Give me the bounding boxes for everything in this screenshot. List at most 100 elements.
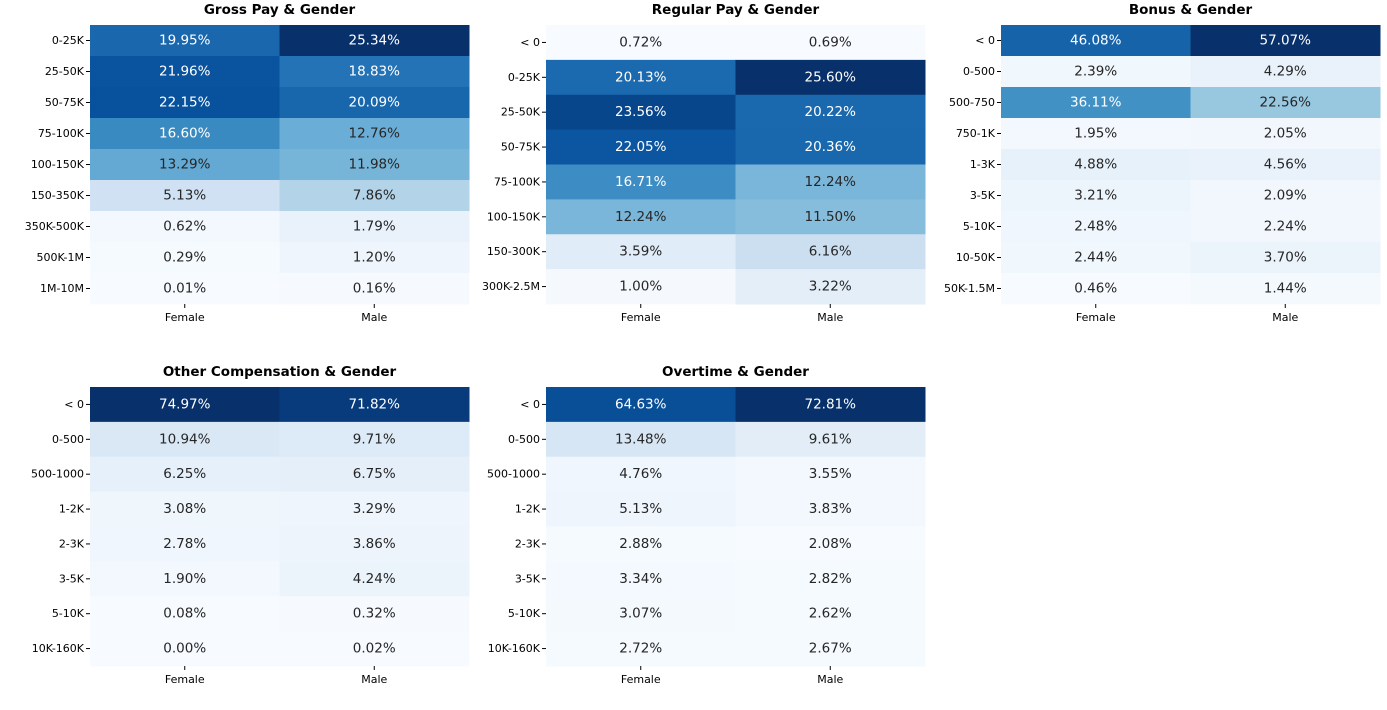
cell-value-label: 1.90% bbox=[163, 571, 206, 587]
cell-value-label: 57.07% bbox=[1260, 33, 1312, 49]
y-tick-label: < 0 bbox=[520, 398, 540, 411]
y-tick-label: 1-2K bbox=[59, 503, 85, 516]
cell-value-label: 9.61% bbox=[809, 431, 852, 447]
x-tick-label: Female bbox=[165, 673, 205, 686]
heatmap-cell bbox=[90, 491, 280, 527]
cell-value-label: 4.88% bbox=[1074, 157, 1117, 173]
heatmap-cell bbox=[279, 118, 470, 150]
heatmap-cell bbox=[279, 25, 470, 57]
cell-value-label: 74.97% bbox=[159, 396, 211, 412]
heatmap-cell bbox=[90, 118, 280, 150]
y-tick-label: 150-300K bbox=[487, 245, 541, 258]
cell-value-label: 36.11% bbox=[1070, 95, 1122, 111]
heatmap-cell bbox=[279, 596, 470, 632]
y-tick-label: < 0 bbox=[64, 398, 84, 411]
x-tick-label: Male bbox=[817, 311, 843, 324]
other-compensation-gender-panel: Other Compensation & Gender 74.97% 71.82% 1… bbox=[31, 364, 470, 686]
cell-value-label: 10.94% bbox=[159, 431, 211, 447]
heatmap-cell bbox=[1190, 242, 1381, 274]
cell-value-label: 3.29% bbox=[353, 501, 396, 517]
cell-value-label: 0.46% bbox=[1074, 281, 1117, 297]
cell-value-label: 4.24% bbox=[353, 571, 396, 587]
cell-value-label: 3.07% bbox=[619, 606, 662, 622]
heatmap-cell bbox=[90, 87, 280, 119]
heatmap-cell bbox=[546, 491, 736, 527]
cell-value-label: 12.76% bbox=[349, 126, 401, 142]
y-tick-label: 1-2K bbox=[515, 503, 541, 516]
heatmap-cell bbox=[90, 242, 280, 274]
heatmap-cell bbox=[546, 561, 736, 597]
y-tick-label: 100-150K bbox=[31, 158, 85, 171]
x-tick-label: Female bbox=[1076, 311, 1116, 324]
heatmap-cell bbox=[1001, 242, 1191, 274]
heatmap-cell bbox=[1001, 211, 1191, 243]
heatmap-cell bbox=[1190, 25, 1381, 57]
heatmap-cell bbox=[546, 526, 736, 562]
heatmap-cell bbox=[90, 387, 280, 423]
heatmap-cell bbox=[735, 631, 926, 667]
heatmap-cell bbox=[1190, 118, 1381, 150]
y-tick-label: 0-25K bbox=[52, 34, 85, 47]
y-tick-label: 50-75K bbox=[501, 141, 541, 154]
y-tick-label: < 0 bbox=[520, 36, 540, 49]
heatmap-cell bbox=[546, 387, 736, 423]
y-tick-label: 300K-2.5M bbox=[482, 280, 540, 293]
cell-value-label: 4.29% bbox=[1264, 64, 1307, 80]
heatmap-cell bbox=[735, 25, 926, 61]
overtime-gender-panel: Overtime & Gender 64.63% 72.81% 13.48% 9.61%… bbox=[487, 364, 926, 686]
y-tick-label: 10-50K bbox=[956, 251, 996, 264]
cell-value-label: 46.08% bbox=[1070, 33, 1122, 49]
cell-value-label: 3.34% bbox=[619, 571, 662, 587]
heatmap-cell bbox=[1001, 118, 1191, 150]
cell-value-label: 19.95% bbox=[159, 33, 211, 49]
heatmap-cell bbox=[1190, 273, 1381, 305]
cell-value-label: 0.69% bbox=[809, 34, 852, 50]
cell-value-label: 11.50% bbox=[805, 209, 857, 225]
y-tick-label: 1-3K bbox=[970, 158, 996, 171]
heatmap-cell bbox=[735, 269, 926, 305]
y-tick-label: 0-500 bbox=[52, 433, 84, 446]
cell-value-label: 20.22% bbox=[805, 104, 857, 120]
cell-value-label: 25.34% bbox=[349, 33, 401, 49]
heatmap-cell bbox=[1190, 56, 1381, 88]
heatmap-cell bbox=[735, 387, 926, 423]
y-tick-label: 25-50K bbox=[501, 106, 541, 119]
cell-value-label: 4.76% bbox=[619, 466, 662, 482]
cell-value-label: 2.88% bbox=[619, 536, 662, 552]
cell-value-label: 22.56% bbox=[1260, 95, 1312, 111]
cell-value-label: 0.08% bbox=[163, 606, 206, 622]
heatmap-cell bbox=[546, 234, 736, 270]
cell-value-label: 11.98% bbox=[349, 157, 401, 173]
heatmap-cell bbox=[735, 129, 926, 165]
y-tick-label: 500K-1M bbox=[36, 251, 84, 264]
cell-value-label: 3.83% bbox=[809, 501, 852, 517]
heatmap-cell bbox=[279, 180, 470, 212]
heatmap-cell bbox=[1001, 87, 1191, 119]
x-tick-label: Female bbox=[621, 311, 661, 324]
x-tick-label: Female bbox=[165, 311, 205, 324]
heatmap-cell bbox=[735, 421, 926, 458]
cell-value-label: 2.48% bbox=[1074, 219, 1117, 235]
cell-value-label: 3.70% bbox=[1264, 250, 1307, 266]
cell-value-label: 6.75% bbox=[353, 466, 396, 482]
heatmap-cell bbox=[735, 491, 926, 527]
cell-value-label: 71.82% bbox=[349, 396, 401, 412]
heatmap-cell bbox=[546, 59, 736, 96]
y-tick-label: 3-5K bbox=[59, 572, 85, 585]
y-tick-label: 150-350K bbox=[31, 189, 85, 202]
y-tick-label: 500-750 bbox=[949, 96, 995, 109]
heatmap-cell bbox=[279, 56, 470, 88]
y-tick-label: 0-25K bbox=[508, 71, 541, 84]
y-tick-label: 75-100K bbox=[494, 175, 541, 188]
y-tick-label: 750-1K bbox=[956, 127, 996, 140]
y-tick-label: 3-5K bbox=[515, 572, 541, 585]
cell-value-label: 22.05% bbox=[615, 139, 667, 155]
y-tick-label: 25-50K bbox=[45, 65, 85, 78]
y-tick-label: 50K-1.5M bbox=[944, 282, 995, 295]
heatmap-cell bbox=[90, 421, 280, 458]
heatmap-cell bbox=[735, 94, 926, 131]
heatmap-cell bbox=[1190, 87, 1381, 119]
y-tick-label: 350K-500K bbox=[25, 220, 85, 233]
cell-value-label: 0.62% bbox=[163, 219, 206, 235]
y-tick-label: 2-3K bbox=[515, 537, 541, 550]
